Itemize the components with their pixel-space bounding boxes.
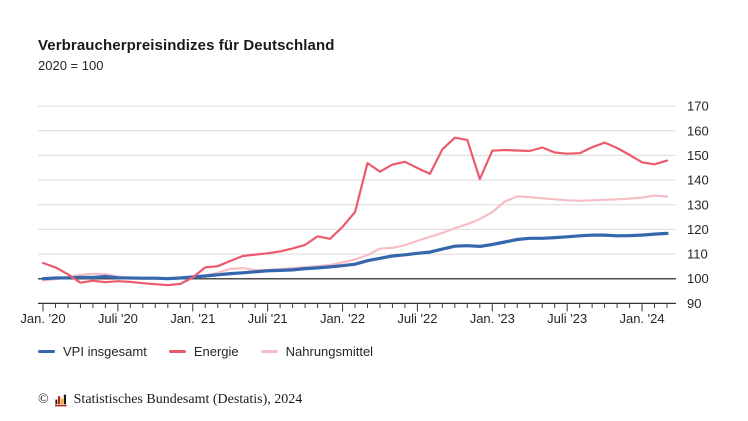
legend-swatch-energie (168, 350, 186, 353)
legend-item-vpi-insgesamt: VPI insgesamt (38, 344, 147, 359)
y-tick-label: 90 (687, 296, 701, 311)
destatis-bar-chart-icon (54, 394, 67, 407)
x-tick-label: Jan. '22 (320, 311, 365, 326)
copyright-line: © Statistisches Bundesamt (Destatis), 20… (38, 392, 302, 408)
y-tick-label: 130 (687, 197, 709, 212)
copyright-text: Statistisches Bundesamt (Destatis), 2024 (73, 392, 303, 407)
legend-item-energie: Energie (168, 344, 239, 359)
legend-swatch-vpi-insgesamt (38, 350, 55, 353)
y-tick-label: 120 (687, 222, 709, 237)
x-tick-label: Jan. '23 (470, 311, 515, 326)
x-tick-label: Juli '20 (98, 311, 138, 326)
x-tick-label: Jan. '24 (619, 311, 664, 326)
legend-label: Energie (193, 344, 239, 359)
chart-subtitle: 2020 = 100 (38, 58, 104, 73)
chart-title: Verbraucherpreisindizes für Deutschland (38, 37, 335, 54)
y-tick-label: 150 (687, 148, 709, 163)
copyright-symbol: © (38, 392, 49, 407)
y-tick-label: 140 (687, 173, 709, 188)
x-tick-label: Jan. '20 (20, 311, 65, 326)
series-line-energie (41, 136, 669, 287)
y-tick-label: 100 (687, 271, 709, 286)
x-tick-label: Juli '23 (547, 311, 587, 326)
y-tick-label: 110 (687, 247, 708, 262)
legend-label: Nahrungsmittel (285, 344, 374, 359)
series-line-vpi-insgesamt (41, 231, 669, 281)
x-tick-label: Jan. '21 (170, 311, 215, 326)
chart-legend: VPI insgesamt Energie Nahrungsmittel (38, 344, 373, 359)
legend-swatch-nahrungsmittel (260, 350, 278, 353)
y-tick-label: 160 (687, 123, 709, 138)
x-tick-label: Juli '21 (248, 311, 288, 326)
y-tick-label: 170 (687, 99, 709, 114)
legend-label: VPI insgesamt (63, 344, 147, 359)
x-tick-label: Juli '22 (397, 311, 437, 326)
legend-item-nahrungsmittel: Nahrungsmittel (260, 344, 374, 359)
